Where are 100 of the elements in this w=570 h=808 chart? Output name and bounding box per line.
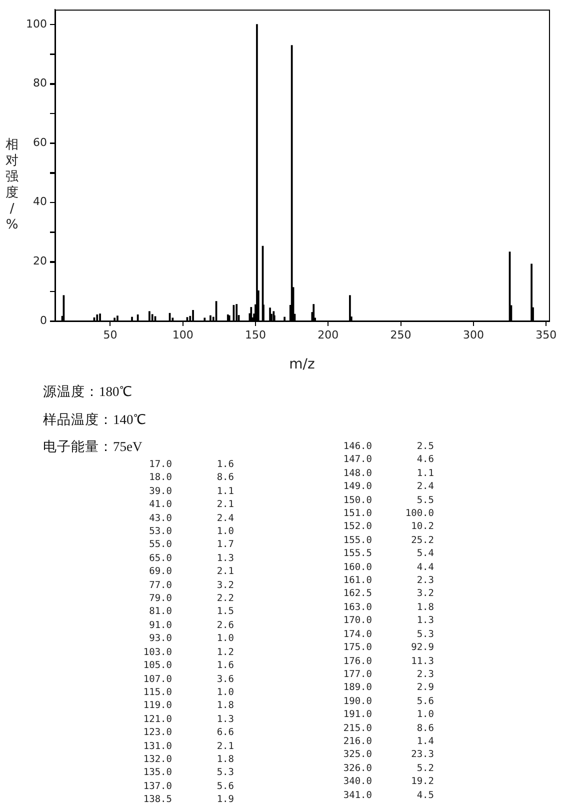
data-label: 11.3 <box>410 654 434 668</box>
category-label: 18.0 <box>148 471 172 485</box>
data-label: 2.9 <box>416 681 434 695</box>
category-label: 176.0 <box>342 654 372 668</box>
category-label: 107.0 <box>142 672 172 686</box>
data-label: 1.8 <box>216 699 234 713</box>
x-tick-label: 50 <box>103 328 118 342</box>
category-label: 53.0 <box>148 525 172 538</box>
data-label: 92.9 <box>410 641 434 654</box>
data-label: 19.2 <box>410 775 434 789</box>
category-label: 177.0 <box>342 668 372 682</box>
text: 源温度：180℃ <box>43 383 132 401</box>
category-label: 189.0 <box>342 681 372 695</box>
data-label: 2.3 <box>416 668 434 682</box>
data-label: 2.6 <box>216 618 234 632</box>
data-label: 2.4 <box>416 480 434 494</box>
category-label: 123.0 <box>142 726 172 740</box>
y-tick-label: 40 <box>33 195 47 208</box>
category-label: 340.0 <box>342 775 372 789</box>
category-label: 190.0 <box>342 694 372 708</box>
y-tick-label: 20 <box>33 254 47 268</box>
y-tick-label: 60 <box>33 136 47 149</box>
data-label: 1.3 <box>416 614 434 628</box>
data-label: 1.0 <box>416 708 434 722</box>
category-label: 148.0 <box>342 466 372 480</box>
data-label: 1.2 <box>216 646 234 660</box>
category-label: 151.0 <box>342 507 372 520</box>
data-label: 1.6 <box>216 659 234 672</box>
data-label: 5.6 <box>416 694 434 708</box>
category-label: 55.0 <box>148 538 172 552</box>
category-label: 65.0 <box>148 552 172 566</box>
data-label: 3.2 <box>216 578 234 592</box>
text: 电子能量：75eV <box>43 438 142 456</box>
data-label: 1.1 <box>416 466 434 480</box>
data-label: 2.3 <box>416 574 434 588</box>
y-tick-label: 80 <box>33 76 47 90</box>
data-label: 8.6 <box>416 722 434 735</box>
category-label: 137.0 <box>142 780 172 794</box>
category-label: 103.0 <box>142 646 172 660</box>
x-tick-label: 200 <box>318 328 339 342</box>
category-label: 93.0 <box>148 632 172 646</box>
category-label: 163.0 <box>342 600 372 614</box>
data-label: 1.0 <box>216 632 234 646</box>
category-label: 155.5 <box>342 547 372 561</box>
category-label: 170.0 <box>342 614 372 628</box>
data-label: 2.5 <box>416 440 434 454</box>
data-label: 1.0 <box>216 525 234 538</box>
category-label: 162.5 <box>342 587 372 601</box>
data-label: 1.9 <box>216 793 234 807</box>
x-tick-label: 250 <box>390 328 412 342</box>
data-label: 1.3 <box>216 712 234 726</box>
data-label: 5.2 <box>416 762 434 776</box>
data-label: 3.2 <box>416 587 434 601</box>
data-label: 5.3 <box>216 766 234 780</box>
y-axis-title: 相对强度/% <box>6 138 18 233</box>
data-label: 1.8 <box>216 752 234 766</box>
data-label: 5.6 <box>216 780 234 794</box>
category-label: 216.0 <box>342 734 372 748</box>
category-label: 41.0 <box>148 498 172 512</box>
category-label: 149.0 <box>342 480 372 494</box>
category-label: 135.0 <box>142 766 172 780</box>
category-label: 175.0 <box>342 641 372 654</box>
category-label: 81.0 <box>148 605 172 619</box>
category-label: 132.0 <box>142 752 172 766</box>
data-label: 5.3 <box>416 628 434 642</box>
data-label: 23.3 <box>410 748 434 762</box>
data-label: 2.1 <box>216 565 234 579</box>
category-label: 155.0 <box>342 534 372 548</box>
x-tick-label: 150 <box>245 328 266 342</box>
data-label: 2.1 <box>216 498 234 512</box>
category-label: 79.0 <box>148 592 172 606</box>
data-label: 1.6 <box>216 458 234 472</box>
category-label: 174.0 <box>342 628 372 642</box>
data-label: 10.2 <box>410 520 434 534</box>
data-label: 1.4 <box>416 734 434 748</box>
category-label: 119.0 <box>142 699 172 713</box>
data-label: 8.6 <box>216 471 234 485</box>
category-label: 152.0 <box>342 520 372 534</box>
category-label: 146.0 <box>342 440 372 454</box>
data-label: 5.5 <box>416 494 434 508</box>
category-label: 115.0 <box>142 686 172 700</box>
category-label: 160.0 <box>342 560 372 574</box>
y-tick-label: 0 <box>40 314 47 327</box>
data-label: 2.2 <box>216 592 234 606</box>
text: 样品温度：140℃ <box>43 410 146 428</box>
category-label: 105.0 <box>142 659 172 672</box>
category-label: 341.0 <box>342 788 372 802</box>
data-label: 4.6 <box>416 453 434 467</box>
data-label: 100.0 <box>404 507 434 520</box>
data-label: 4.5 <box>416 788 434 802</box>
data-label: 25.2 <box>410 534 434 548</box>
category-label: 138.5 <box>142 793 172 807</box>
data-label: 4.4 <box>416 560 434 574</box>
y-tick-label: 100 <box>26 17 47 30</box>
category-label: 161.0 <box>342 574 372 588</box>
data-label: 1.0 <box>216 686 234 700</box>
category-label: 147.0 <box>342 453 372 467</box>
x-axis-title: m/z <box>289 356 315 373</box>
data-label: 1.1 <box>216 484 234 498</box>
data-label: 5.4 <box>416 547 434 561</box>
